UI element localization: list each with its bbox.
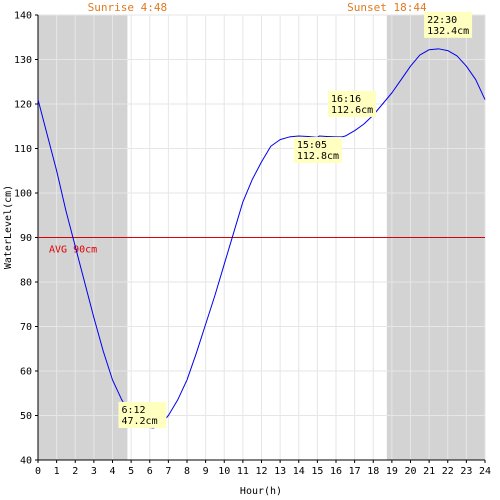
y-tick-label: 40: [20, 456, 32, 467]
y-axis-title: WaterLevel(cm): [3, 185, 14, 269]
x-tick-label: 3: [91, 466, 97, 477]
y-tick-label: 130: [14, 55, 32, 66]
sunset-label: Sunset 18:44: [347, 1, 427, 14]
annotation-value: 47.2cm: [121, 416, 157, 427]
y-tick-label: 120: [14, 100, 32, 111]
annotation-box: [293, 137, 342, 164]
y-tick-label: 140: [14, 11, 32, 22]
annotation-time: 22:30: [427, 15, 457, 26]
x-tick-label: 8: [184, 466, 190, 477]
x-tick-label: 21: [423, 466, 435, 477]
x-axis-title: Hour(h): [240, 486, 282, 497]
annotation-box: [328, 90, 377, 117]
x-tick-label: 4: [109, 466, 115, 477]
x-tick-label: 23: [460, 466, 472, 477]
x-tick-label: 11: [237, 466, 249, 477]
x-tick-label: 9: [203, 466, 209, 477]
y-tick-label: 60: [20, 367, 32, 378]
y-tick-label: 50: [20, 411, 32, 422]
x-tick-label: 22: [442, 466, 454, 477]
x-tick-label: 10: [218, 466, 230, 477]
x-tick-label: 1: [54, 466, 60, 477]
y-tick-label: 80: [20, 278, 32, 289]
x-tick-label: 12: [255, 466, 267, 477]
annotation-value: 112.6cm: [331, 105, 373, 116]
sunrise-label: Sunrise 4:48: [88, 1, 167, 14]
x-tick-label: 6: [147, 466, 153, 477]
annotation-value: 112.8cm: [297, 151, 339, 162]
annotation-time: 6:12: [121, 405, 145, 416]
x-tick-label: 20: [404, 466, 416, 477]
x-tick-label: 5: [128, 466, 134, 477]
y-tick-label: 90: [20, 233, 32, 244]
series-line-0: [37, 48, 486, 429]
x-tick-label: 13: [274, 466, 286, 477]
x-tick-label: 2: [72, 466, 78, 477]
x-tick-label: 24: [479, 466, 491, 477]
y-tick-label: 100: [14, 189, 32, 200]
annotation-value: 132.4cm: [427, 26, 469, 37]
average-label: AVG 90cm: [49, 245, 97, 256]
x-tick-label: 16: [330, 466, 342, 477]
x-tick-label: 14: [293, 466, 305, 477]
annotation-time: 15:05: [297, 140, 327, 151]
x-tick-label: 17: [349, 466, 361, 477]
x-tick-label: 19: [386, 466, 398, 477]
y-tick-label: 110: [14, 144, 32, 155]
x-tick-label: 0: [35, 466, 41, 477]
y-tick-label: 70: [20, 322, 32, 333]
annotation-box: [118, 401, 167, 428]
x-tick-label: 15: [311, 466, 323, 477]
x-tick-label: 7: [165, 466, 171, 477]
x-tick-label: 18: [367, 466, 379, 477]
annotation-time: 16:16: [331, 94, 361, 105]
annotation-box: [424, 11, 473, 38]
